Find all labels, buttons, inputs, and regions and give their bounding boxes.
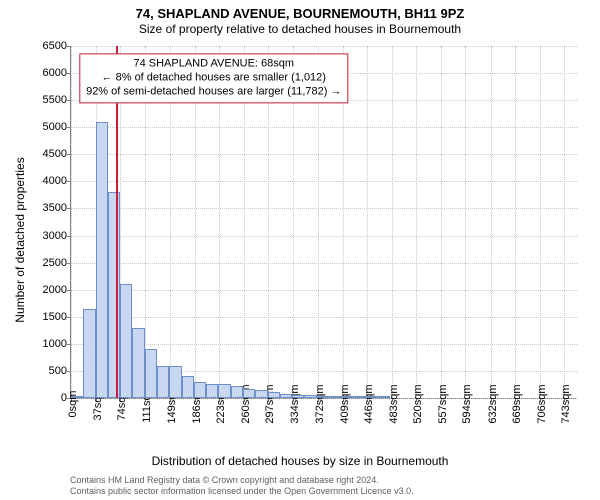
- grid-line-h: [71, 317, 577, 318]
- grid-line-h: [71, 290, 577, 291]
- grid-line-h: [71, 127, 577, 128]
- y-axis-label: Number of detached properties: [13, 157, 27, 322]
- xtick-label: 706sqm: [536, 384, 548, 423]
- grid-line-h: [71, 46, 577, 47]
- histogram-bar: [120, 284, 132, 398]
- ytick-label: 2500: [43, 257, 71, 269]
- credit-line-1: Contains HM Land Registry data © Crown c…: [70, 475, 576, 485]
- ytick-label: 5500: [43, 94, 71, 106]
- grid-line-v: [416, 46, 417, 398]
- histogram-bar: [96, 122, 108, 398]
- ytick-label: 2000: [43, 284, 71, 296]
- ytick-label: 6500: [43, 40, 71, 52]
- xtick-label: 372sqm: [314, 384, 326, 423]
- histogram-bar: [157, 366, 169, 398]
- xtick-label: 557sqm: [437, 384, 449, 423]
- grid-line-h: [71, 263, 577, 264]
- histogram-bar: [292, 395, 304, 398]
- histogram-bar: [132, 328, 144, 398]
- annotation-line: 92% of semi-detached houses are larger (…: [86, 85, 341, 99]
- ytick-label: 1500: [43, 311, 71, 323]
- xtick-label: 632sqm: [487, 384, 499, 423]
- ytick-label: 4500: [43, 148, 71, 160]
- credit-line-2: Contains public sector information licen…: [70, 486, 576, 496]
- histogram-bar: [83, 309, 95, 398]
- histogram-bar: [280, 394, 292, 398]
- histogram-bar: [169, 366, 181, 398]
- grid-line-h: [71, 181, 577, 182]
- title-sub: Size of property relative to detached ho…: [0, 22, 600, 36]
- histogram-bar: [354, 396, 366, 398]
- grid-line-h: [71, 236, 577, 237]
- histogram-bar: [366, 396, 378, 398]
- grid-line-v: [540, 46, 541, 398]
- title-main: 74, SHAPLAND AVENUE, BOURNEMOUTH, BH11 9…: [0, 6, 600, 22]
- histogram-bar: [218, 384, 230, 398]
- ytick-label: 4000: [43, 175, 71, 187]
- xtick-label: 483sqm: [388, 384, 400, 423]
- histogram-bar: [317, 396, 329, 398]
- annotation-line: ← 8% of detached houses are smaller (1,0…: [86, 72, 341, 86]
- grid-line-v: [465, 46, 466, 398]
- annotation-line: 74 SHAPLAND AVENUE: 68sqm: [86, 58, 341, 72]
- histogram-bar: [341, 396, 353, 398]
- ytick-label: 3500: [43, 202, 71, 214]
- grid-line-v: [392, 46, 393, 398]
- x-axis-label: Distribution of detached houses by size …: [0, 454, 600, 468]
- histogram-bar: [268, 392, 280, 398]
- chart-root: 74, SHAPLAND AVENUE, BOURNEMOUTH, BH11 9…: [0, 0, 600, 500]
- ytick-label: 3000: [43, 230, 71, 242]
- histogram-bar: [145, 349, 157, 398]
- grid-line-v: [564, 46, 565, 398]
- histogram-bar: [304, 395, 316, 398]
- grid-line-h: [71, 344, 577, 345]
- ytick-label: 500: [49, 365, 71, 377]
- xtick-label: 409sqm: [339, 384, 351, 423]
- ytick-label: 6000: [43, 67, 71, 79]
- grid-line-v: [515, 46, 516, 398]
- credits: Contains HM Land Registry data © Crown c…: [70, 475, 576, 496]
- histogram-bar: [71, 396, 83, 398]
- xtick-label: 446sqm: [363, 384, 375, 423]
- grid-line-v: [71, 46, 72, 398]
- ytick-label: 5000: [43, 121, 71, 133]
- grid-line-v: [491, 46, 492, 398]
- histogram-bar: [206, 384, 218, 398]
- xtick-label: 0sqm: [67, 391, 79, 418]
- histogram-bar: [255, 390, 267, 398]
- y-axis-label-container: Number of detached properties: [12, 60, 28, 420]
- annotation-box: 74 SHAPLAND AVENUE: 68sqm← 8% of detache…: [79, 54, 348, 103]
- histogram-bar: [194, 382, 206, 398]
- xtick-label: 669sqm: [511, 384, 523, 423]
- histogram-bar: [231, 386, 243, 398]
- histogram-bar: [182, 376, 194, 398]
- grid-line-h: [71, 154, 577, 155]
- histogram-bar: [108, 192, 120, 398]
- plot-area: 0500100015002000250030003500400045005000…: [70, 46, 577, 399]
- grid-line-v: [441, 46, 442, 398]
- grid-line-h: [71, 208, 577, 209]
- xtick-label: 520sqm: [412, 384, 424, 423]
- histogram-bar: [378, 396, 390, 398]
- xtick-label: 594sqm: [461, 384, 473, 423]
- xtick-label: 334sqm: [289, 384, 301, 423]
- histogram-bar: [329, 396, 341, 398]
- xtick-label: 743sqm: [560, 384, 572, 423]
- title-area: 74, SHAPLAND AVENUE, BOURNEMOUTH, BH11 9…: [0, 6, 600, 36]
- ytick-label: 1000: [43, 338, 71, 350]
- grid-line-v: [367, 46, 368, 398]
- histogram-bar: [243, 389, 255, 398]
